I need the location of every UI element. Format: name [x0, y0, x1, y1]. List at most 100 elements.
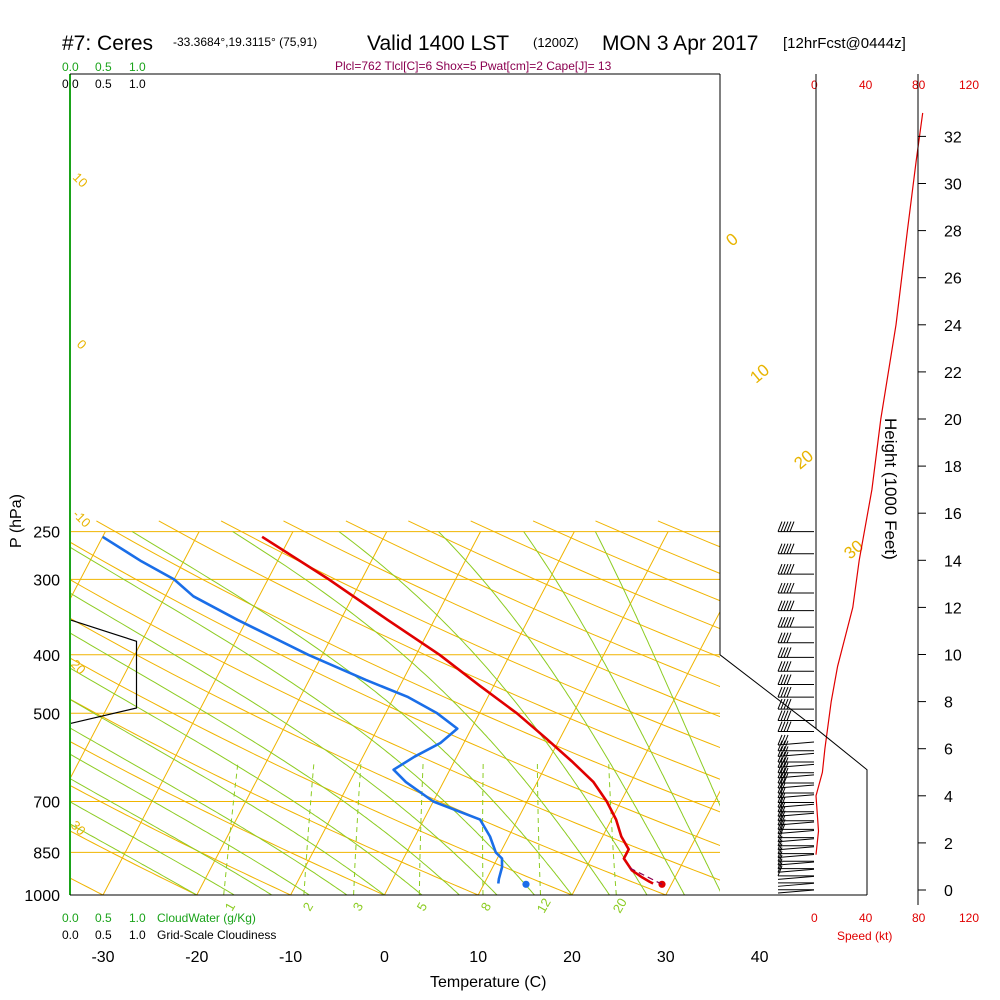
cloudwater-tick: 1.0	[129, 911, 146, 925]
moist-adiabat	[232, 531, 610, 895]
wind-barb-feather	[777, 843, 783, 854]
isotherm	[102, 531, 294, 895]
cloudiness-tick: 0.5	[95, 928, 112, 942]
wind-barb-feather	[777, 810, 783, 821]
wind-barb-feather	[783, 772, 789, 784]
wind-barb-feather	[777, 787, 783, 798]
wind-barb-feather	[780, 710, 786, 721]
speed-axis-label: Speed (kt)	[837, 929, 892, 943]
wind-barb-feather	[780, 734, 786, 746]
wind-barb-feather	[780, 521, 786, 532]
wind-barb	[777, 853, 815, 858]
wind-barb-feather	[786, 674, 792, 685]
temperature-tick-label: 10	[469, 949, 487, 966]
moist-adiabat	[131, 531, 573, 895]
wind-barb	[777, 889, 815, 894]
speed-tick: 120	[959, 78, 979, 92]
station-coords: -33.3684°,19.3115° (75,91)	[173, 35, 317, 49]
mixing-ratio-label: 20	[610, 895, 630, 915]
sounding-params: Plcl=762 Tlcl[C]=6 Shox=5 Pwat[cm]=2 Cap…	[335, 59, 612, 73]
wind-barb-feather	[780, 787, 786, 798]
cloudiness-label: Grid-Scale Cloudiness	[157, 928, 276, 942]
height-tick-label: 4	[944, 789, 953, 806]
isotherm-label: 10	[746, 360, 773, 387]
cloudwater-tick: 0.0	[62, 60, 79, 74]
wind-barb-feather	[780, 814, 786, 826]
wind-barb-feather	[780, 762, 786, 773]
temperature-tick-label: -30	[91, 949, 114, 966]
height-tick-label: 2	[944, 836, 953, 853]
height-tick-label: 6	[944, 742, 953, 759]
dry-adiabat	[96, 520, 720, 813]
wind-barb-feather	[777, 647, 783, 658]
surface-dewpoint-point	[522, 880, 530, 888]
zulu-time: (1200Z)	[533, 35, 579, 50]
dry-adiabat	[908, 521, 1000, 908]
wind-barb-feather	[783, 721, 789, 732]
wind-barb	[777, 846, 815, 851]
wind-barb-feather	[786, 521, 792, 532]
pressure-tick-label: 400	[33, 648, 60, 665]
dry-adiabat	[970, 521, 1000, 908]
dry-adiabat-label: 20	[68, 657, 89, 678]
moist-adiabat	[70, 801, 235, 895]
dry-adiabat	[70, 541, 720, 847]
speed-tick: 80	[912, 78, 926, 92]
isotherm-label: 0	[722, 229, 741, 250]
wind-barb-feather	[783, 757, 789, 768]
height-tick-label: 26	[944, 271, 962, 288]
isotherm	[70, 531, 200, 780]
wind-barb-feather	[783, 563, 789, 575]
dry-adiabat	[70, 784, 292, 895]
parcel-path	[628, 866, 663, 885]
wind-barb-feather	[777, 831, 783, 842]
wind-barb-feather	[777, 762, 783, 773]
height-tick-label: 10	[944, 648, 962, 665]
wind-barb-feather	[786, 661, 792, 672]
wind-panel	[777, 112, 924, 894]
height-tick-label: 18	[944, 459, 962, 476]
wind-barb-feather	[789, 563, 795, 575]
wind-barb-feather	[783, 734, 789, 746]
wind-barb-feather	[777, 674, 783, 685]
wind-barb-feather	[786, 710, 792, 721]
wind-barb-feather	[783, 674, 789, 685]
wind-barb-feather	[783, 521, 789, 532]
wind-barb-feather	[780, 740, 786, 751]
height-tick-label: 12	[944, 600, 962, 617]
speed-tick: 0	[811, 911, 818, 925]
wind-barb-feather	[777, 772, 783, 784]
dry-adiabat	[408, 520, 720, 658]
isotherm	[383, 531, 575, 895]
speed-scale-top: 0 40 80 120	[811, 78, 979, 92]
moist-adiabat	[70, 727, 348, 895]
wind-barb	[777, 868, 815, 873]
wind-barb-feather	[789, 543, 795, 554]
wind-barb-feather	[786, 563, 792, 575]
wind-barb-feather	[783, 661, 789, 672]
wind-barb-feather	[783, 686, 789, 698]
cloud-scale-bottom: 0.0 0.5 1.0 CloudWater (g/Kg) 0.0 0.5 1.…	[62, 911, 276, 942]
temperature-tick-label: 20	[563, 949, 581, 966]
mixing-ratio-line	[303, 761, 315, 895]
moist-adiabat	[70, 667, 423, 895]
temperature-tick-label: -20	[185, 949, 208, 966]
wind-barb-feather	[777, 698, 783, 710]
forecast-info: [12hrFcst@0444z]	[783, 35, 906, 52]
temperature-tick-label: 0	[380, 949, 389, 966]
wind-barb-feather	[777, 792, 783, 803]
wind-barb	[777, 784, 815, 789]
height-tick-label: 14	[944, 553, 962, 570]
height-tick-label: 0	[944, 883, 953, 900]
speed-tick: 120	[959, 911, 979, 925]
moist-adiabat	[70, 823, 198, 895]
wind-barb-feather	[777, 854, 783, 866]
wind-barb-feather	[780, 806, 786, 817]
mixing-ratio-line	[418, 761, 424, 895]
wind-barb-feather	[783, 740, 789, 751]
cloudwater-label: CloudWater (g/Kg)	[157, 911, 256, 925]
wind-barb-feather	[777, 839, 783, 850]
height-tick-label: 32	[944, 129, 962, 146]
wind-speed-profile	[815, 112, 924, 855]
wind-barb-feather	[789, 521, 795, 532]
